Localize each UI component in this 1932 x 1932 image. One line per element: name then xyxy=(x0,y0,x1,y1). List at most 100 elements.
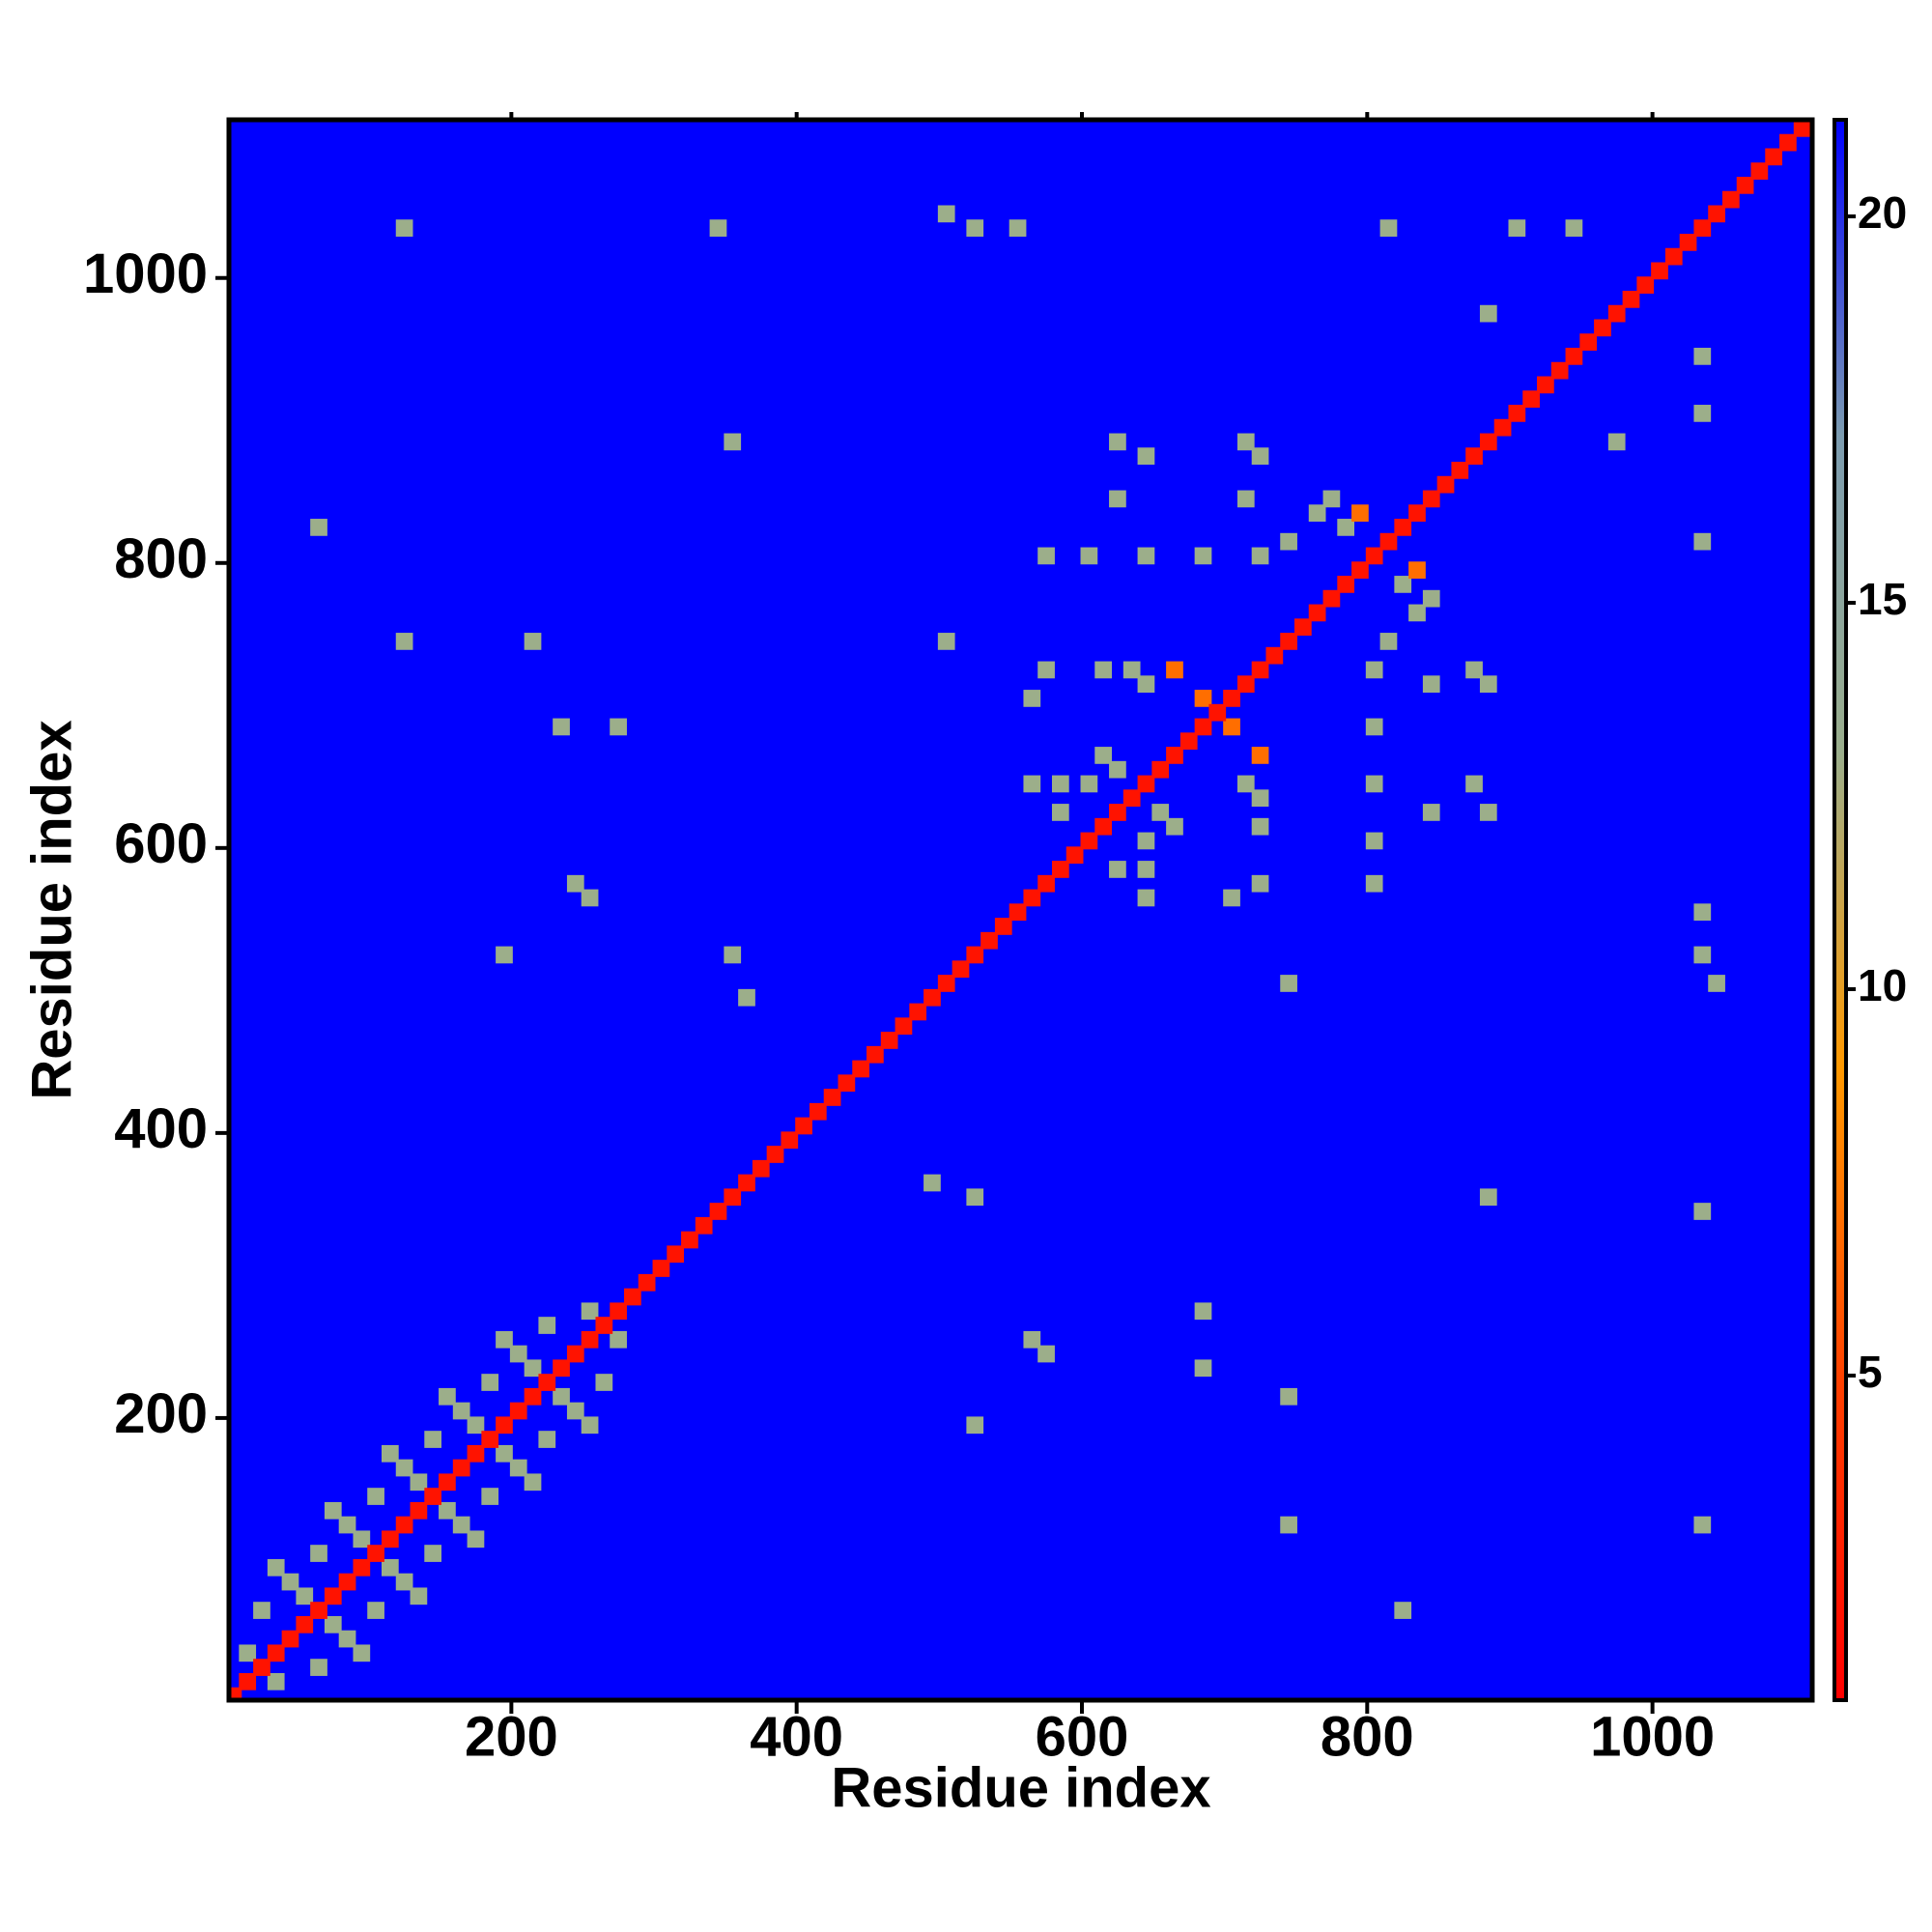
heatmap-cell xyxy=(367,1602,384,1619)
heatmap-cell xyxy=(1422,804,1440,821)
heatmap-cell xyxy=(695,1216,713,1235)
heatmap-cell xyxy=(395,1573,413,1591)
heatmap-cell xyxy=(1109,490,1126,508)
heatmap-cell xyxy=(467,1444,485,1463)
heatmap-cell xyxy=(381,1558,399,1577)
heatmap-cell xyxy=(1379,633,1398,650)
heatmap-cell xyxy=(338,1573,356,1591)
heatmap-cell xyxy=(1479,1188,1497,1207)
heatmap-cell xyxy=(1236,433,1255,451)
heatmap-cell xyxy=(496,1444,513,1463)
heatmap-cell xyxy=(1708,975,1725,992)
heatmap-cell xyxy=(781,1131,799,1150)
heatmap-cell xyxy=(923,1174,941,1192)
heatmap-cell xyxy=(1251,447,1269,466)
x-tick-label: 1000 xyxy=(1590,1705,1715,1768)
heatmap-cell xyxy=(1408,604,1426,622)
heatmap-cell xyxy=(239,1644,257,1662)
heatmap-cell xyxy=(1422,490,1440,508)
heatmap-cell xyxy=(1693,348,1712,365)
heatmap-cell xyxy=(253,1602,270,1619)
heatmap-cell xyxy=(1094,661,1113,679)
heatmap-cell xyxy=(1622,291,1640,308)
heatmap-cell xyxy=(424,1545,442,1562)
heatmap-cell xyxy=(353,1644,371,1662)
heatmap-cell xyxy=(1065,846,1084,865)
x-axis-title: Residue index xyxy=(831,1756,1210,1819)
heatmap-cell xyxy=(452,1402,470,1420)
heatmap-cell xyxy=(1607,433,1626,451)
heatmap-cell xyxy=(937,975,955,992)
heatmap-cell xyxy=(966,219,984,237)
heatmap-cell xyxy=(353,1530,371,1548)
heatmap-cell xyxy=(1137,675,1155,694)
heatmap-cell xyxy=(1023,690,1041,707)
x-tick-label: 600 xyxy=(1036,1705,1129,1768)
heatmap-cell xyxy=(395,219,413,237)
x-tick-label: 200 xyxy=(465,1705,558,1768)
heatmap-cell xyxy=(566,874,584,893)
heatmap-cell xyxy=(952,960,970,979)
y-tick-label: 200 xyxy=(114,1382,208,1445)
heatmap-cell xyxy=(595,1374,613,1391)
heatmap-cell xyxy=(1236,675,1255,694)
heatmap-cell xyxy=(1137,889,1155,907)
heatmap-cell xyxy=(1194,1359,1212,1378)
heatmap-cell xyxy=(1251,547,1269,565)
heatmap-cell xyxy=(1094,817,1113,836)
heatmap-cell xyxy=(1208,703,1227,722)
heatmap-cell xyxy=(1122,661,1141,679)
heatmap-cell xyxy=(338,1516,356,1534)
heatmap-cell xyxy=(595,1317,613,1334)
heatmap-cell xyxy=(1166,661,1183,679)
heatmap-cell xyxy=(1379,219,1398,237)
heatmap-cell xyxy=(1194,547,1212,565)
heatmap-cell xyxy=(867,1045,884,1064)
heatmap-cell xyxy=(1465,447,1483,466)
heatmap-cell xyxy=(1109,804,1126,821)
heatmap-cell xyxy=(324,1615,342,1634)
heatmap-cell xyxy=(994,918,1012,935)
heatmap-cell xyxy=(738,988,755,1007)
heatmap-cell xyxy=(481,1374,499,1391)
heatmap-cell xyxy=(1693,903,1712,922)
heatmap-cell xyxy=(1051,775,1069,793)
heatmap-cell xyxy=(1508,219,1526,237)
heatmap-cell xyxy=(1693,1516,1712,1534)
heatmap-cell xyxy=(1708,205,1725,223)
heatmap-cell xyxy=(1750,162,1769,180)
heatmap-cell xyxy=(738,1174,755,1192)
heatmap-cell xyxy=(566,1402,584,1420)
heatmap-cell xyxy=(966,946,984,964)
heatmap-cell xyxy=(524,1473,542,1492)
heatmap-cell xyxy=(439,1387,456,1406)
heatmap-cell xyxy=(966,1188,984,1207)
heatmap-cell xyxy=(1194,1302,1212,1321)
heatmap-cell xyxy=(1223,690,1240,707)
heatmap-cell xyxy=(1023,775,1041,793)
heatmap-cell xyxy=(966,1416,984,1435)
heatmap-cell xyxy=(1051,804,1069,821)
heatmap-cell xyxy=(1721,190,1740,209)
heatmap-cell xyxy=(1579,333,1598,351)
heatmap-cell xyxy=(909,1003,927,1021)
heatmap-cell xyxy=(1394,1602,1412,1619)
heatmap-cell xyxy=(1664,247,1683,266)
heatmap-cell xyxy=(652,1260,670,1277)
heatmap-cell xyxy=(581,1330,599,1349)
heatmap-cell xyxy=(937,205,955,223)
heatmap-cell xyxy=(1365,547,1383,565)
heatmap-cell xyxy=(581,1302,599,1321)
heatmap-cell xyxy=(395,1516,413,1534)
heatmap-cell xyxy=(452,1459,470,1477)
heatmap-cell xyxy=(538,1431,556,1448)
heatmap-cell xyxy=(553,718,570,736)
heatmap-cell xyxy=(838,1074,856,1093)
heatmap-cell xyxy=(524,1359,542,1378)
heatmap-cell xyxy=(267,1672,285,1690)
heatmap-cell xyxy=(1151,760,1170,779)
heatmap-cell xyxy=(267,1644,285,1662)
heatmap-cell xyxy=(367,1545,384,1562)
heatmap-cell xyxy=(509,1402,527,1420)
heatmap-cell xyxy=(424,1488,442,1505)
